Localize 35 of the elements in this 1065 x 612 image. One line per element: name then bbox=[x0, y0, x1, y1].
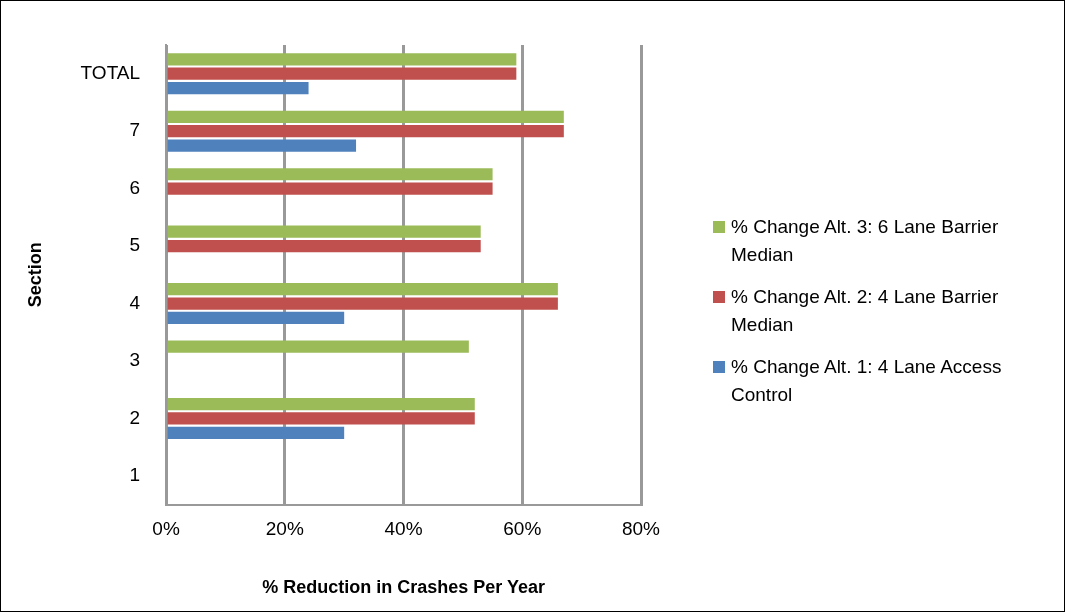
bar bbox=[167, 168, 493, 181]
y-tick-label: 3 bbox=[129, 349, 141, 371]
legend-label: % Change Alt. 1: 4 Lane Access Control bbox=[731, 355, 1003, 407]
bar bbox=[167, 81, 309, 95]
bar bbox=[167, 283, 558, 296]
x-tick-label: 40% bbox=[384, 518, 423, 540]
bar bbox=[167, 426, 345, 439]
x-axis-title: % Reduction in Crashes Per Year bbox=[262, 577, 545, 598]
y-tick-label: 4 bbox=[129, 291, 141, 313]
y-tick-label: 2 bbox=[129, 406, 141, 428]
bar bbox=[167, 297, 558, 310]
y-tick-label: 1 bbox=[129, 464, 141, 486]
bar bbox=[167, 397, 475, 411]
bar bbox=[167, 53, 517, 66]
y-tick-label: 5 bbox=[129, 234, 141, 256]
bar bbox=[167, 67, 517, 80]
legend-label: % Change Alt. 2: 4 Lane Barrier Median bbox=[731, 285, 1000, 337]
bar bbox=[167, 110, 564, 123]
bar bbox=[167, 311, 345, 324]
y-tick-label: 6 bbox=[129, 176, 141, 198]
bar bbox=[167, 139, 357, 152]
x-tick-label: 0% bbox=[152, 518, 180, 540]
x-tick-label: 80% bbox=[621, 518, 661, 540]
x-tick-label: 60% bbox=[503, 518, 542, 540]
bar bbox=[167, 239, 481, 253]
bar bbox=[167, 225, 481, 238]
y-tick-label: TOTAL bbox=[80, 61, 141, 83]
bar bbox=[167, 182, 493, 195]
legend-label: % Change Alt. 3: 6 Lane Barrier Median bbox=[731, 215, 1000, 267]
y-tick-label: 7 bbox=[129, 119, 141, 141]
x-tick-label: 20% bbox=[265, 518, 304, 540]
bar bbox=[167, 412, 475, 425]
y-axis-title: Section bbox=[24, 242, 45, 308]
bar bbox=[167, 125, 564, 138]
bar bbox=[167, 340, 469, 353]
